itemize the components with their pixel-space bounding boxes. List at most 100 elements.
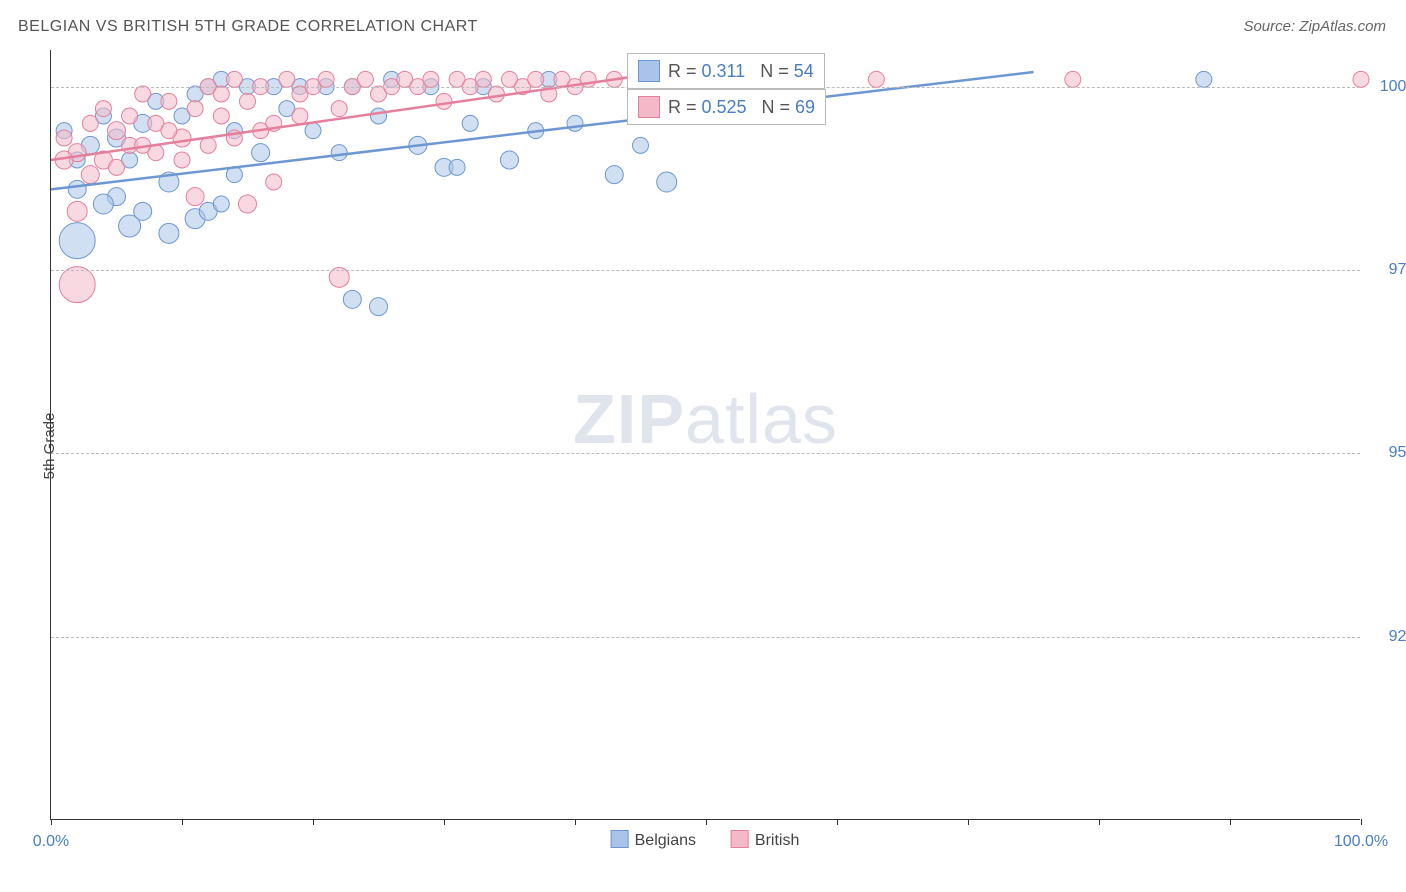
scatter-point: [1196, 71, 1212, 87]
x-tick: [1361, 819, 1362, 825]
y-tick-label: 95.0%: [1374, 444, 1406, 462]
scatter-point: [357, 71, 373, 87]
stats-n-value: 69: [795, 97, 815, 117]
scatter-point: [95, 101, 111, 117]
stats-r-label: R =: [668, 61, 702, 81]
stats-r-label: R =: [668, 97, 702, 117]
scatter-point: [554, 71, 570, 87]
x-tick: [51, 819, 52, 825]
scatter-point: [95, 108, 111, 124]
scatter-point: [266, 174, 282, 190]
scatter-point: [81, 166, 99, 184]
scatter-point: [226, 130, 242, 146]
scatter-point: [119, 215, 141, 237]
scatter-point: [502, 71, 518, 87]
scatter-point: [69, 152, 85, 168]
scatter-point: [449, 159, 465, 175]
scatter-point: [343, 290, 361, 308]
scatter-point: [475, 71, 491, 87]
scatter-point: [1065, 71, 1081, 87]
scatter-point: [108, 122, 126, 140]
scatter-point: [371, 108, 387, 124]
x-tick: [313, 819, 314, 825]
scatter-point: [657, 172, 677, 192]
scatter-point: [148, 145, 164, 161]
scatter-point: [148, 115, 164, 131]
stats-swatch: [638, 96, 660, 118]
scatter-point: [423, 71, 439, 87]
stats-swatch: [638, 60, 660, 82]
scatter-point: [331, 145, 347, 161]
legend-label-british: British: [755, 832, 799, 849]
scatter-point: [435, 158, 453, 176]
stats-n-label: N =: [762, 97, 796, 117]
scatter-point: [292, 86, 308, 102]
scatter-point: [253, 123, 269, 139]
scatter-point: [200, 137, 216, 153]
scatter-point: [67, 201, 87, 221]
trend-line: [51, 76, 641, 160]
scatter-point: [213, 196, 229, 212]
scatter-point: [108, 129, 126, 147]
scatter-point: [462, 115, 478, 131]
scatter-point: [199, 202, 217, 220]
scatter-point: [135, 86, 151, 102]
scatter-point: [541, 86, 557, 102]
x-tick: [968, 819, 969, 825]
source-label: Source: ZipAtlas.com: [1243, 18, 1386, 35]
scatter-point: [305, 123, 321, 139]
scatter-point: [606, 71, 622, 87]
scatter-point: [56, 130, 72, 146]
watermark: ZIPatlas: [573, 379, 838, 459]
scatter-point: [56, 123, 72, 139]
scatter-point: [59, 267, 95, 303]
x-label-right: 100.0%: [1334, 833, 1388, 851]
scatter-point: [159, 223, 179, 243]
x-tick: [1230, 819, 1231, 825]
scatter-point: [371, 86, 387, 102]
scatter-point: [122, 152, 138, 168]
x-tick: [1099, 819, 1100, 825]
scatter-point: [436, 93, 452, 109]
scatter-point: [93, 194, 113, 214]
x-tick: [182, 819, 183, 825]
scatter-point: [292, 108, 308, 124]
gridline: [51, 637, 1360, 638]
scatter-point: [213, 108, 229, 124]
scatter-point: [82, 115, 98, 131]
scatter-point: [159, 172, 179, 192]
scatter-point: [266, 115, 282, 131]
x-label-left: 0.0%: [33, 833, 69, 851]
scatter-point: [501, 151, 519, 169]
scatter-point: [68, 144, 86, 162]
scatter-point: [567, 115, 583, 131]
scatter-point: [173, 129, 191, 147]
scatter-point: [226, 123, 242, 139]
stats-box: R = 0.525 N = 69: [627, 89, 826, 125]
legend-swatch-british: [731, 830, 749, 848]
plot-area: ZIPatlas 92.5%95.0%97.5%100.0%0.0%100.0%…: [50, 50, 1360, 820]
scatter-point: [213, 71, 229, 87]
stats-box: R = 0.311 N = 54: [627, 53, 825, 89]
stats-n-value: 54: [794, 61, 814, 81]
scatter-point: [449, 71, 465, 87]
trend-line: [51, 72, 1034, 189]
scatter-point: [605, 166, 623, 184]
scatter-point: [135, 137, 151, 153]
gridline: [51, 453, 1360, 454]
scatter-point: [633, 137, 649, 153]
scatter-point: [1353, 71, 1369, 87]
scatter-point: [226, 71, 242, 87]
watermark-atlas: atlas: [685, 380, 838, 458]
stats-r-value: 0.525: [701, 97, 746, 117]
scatter-point: [187, 86, 203, 102]
scatter-point: [134, 202, 152, 220]
scatter-point: [370, 298, 388, 316]
scatter-point: [161, 123, 177, 139]
scatter-point: [59, 223, 95, 259]
gridline: [51, 270, 1360, 271]
scatter-point: [122, 108, 138, 124]
stats-n-label: N =: [760, 61, 794, 81]
scatter-point: [226, 167, 242, 183]
scatter-point: [94, 151, 112, 169]
